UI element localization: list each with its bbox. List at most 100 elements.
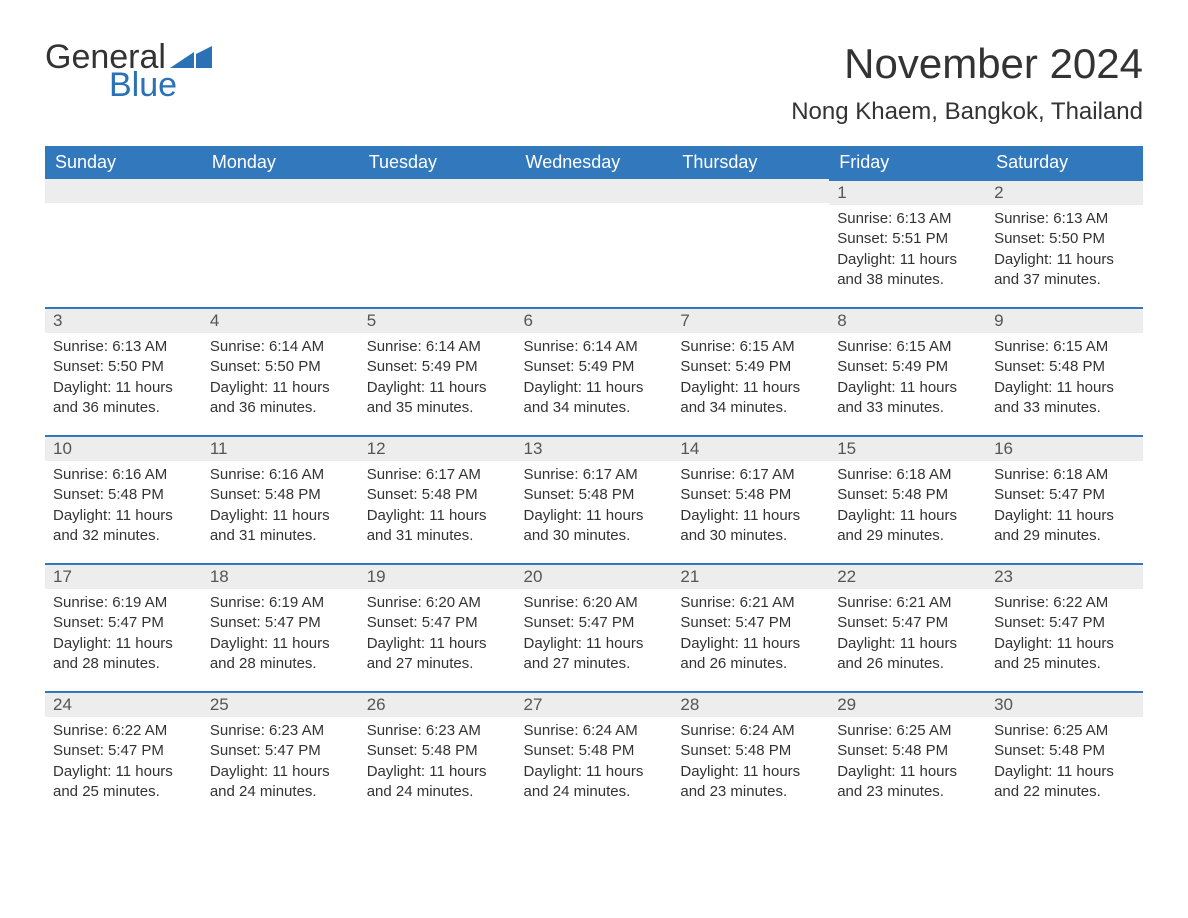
daylight-text: Daylight: 11 hours and 27 minutes. xyxy=(524,634,665,675)
day-number: 5 xyxy=(359,307,516,333)
sunrise-text: Sunrise: 6:14 AM xyxy=(524,337,665,357)
empty-day-bar xyxy=(359,179,516,203)
sunset-text: Sunset: 5:47 PM xyxy=(367,613,508,633)
day-number: 21 xyxy=(672,563,829,589)
day-number: 12 xyxy=(359,435,516,461)
calendar-day-cell xyxy=(516,179,673,307)
calendar-day-cell: 21Sunrise: 6:21 AMSunset: 5:47 PMDayligh… xyxy=(672,563,829,691)
sunrise-text: Sunrise: 6:16 AM xyxy=(210,465,351,485)
day-details: Sunrise: 6:15 AMSunset: 5:49 PMDaylight:… xyxy=(672,333,829,428)
sunrise-text: Sunrise: 6:20 AM xyxy=(524,593,665,613)
day-number: 28 xyxy=(672,691,829,717)
day-details: Sunrise: 6:15 AMSunset: 5:48 PMDaylight:… xyxy=(986,333,1143,428)
calendar-day-cell: 10Sunrise: 6:16 AMSunset: 5:48 PMDayligh… xyxy=(45,435,202,563)
day-details: Sunrise: 6:14 AMSunset: 5:50 PMDaylight:… xyxy=(202,333,359,428)
sunset-text: Sunset: 5:48 PM xyxy=(53,485,194,505)
day-details: Sunrise: 6:20 AMSunset: 5:47 PMDaylight:… xyxy=(359,589,516,684)
sunrise-text: Sunrise: 6:16 AM xyxy=(53,465,194,485)
sunset-text: Sunset: 5:47 PM xyxy=(210,613,351,633)
weekday-header: Friday xyxy=(829,146,986,179)
sunset-text: Sunset: 5:47 PM xyxy=(680,613,821,633)
sunset-text: Sunset: 5:48 PM xyxy=(367,741,508,761)
calendar-day-cell: 4Sunrise: 6:14 AMSunset: 5:50 PMDaylight… xyxy=(202,307,359,435)
daylight-text: Daylight: 11 hours and 25 minutes. xyxy=(53,762,194,803)
daylight-text: Daylight: 11 hours and 36 minutes. xyxy=(53,378,194,419)
calendar-table: Sunday Monday Tuesday Wednesday Thursday… xyxy=(45,146,1143,819)
day-details: Sunrise: 6:17 AMSunset: 5:48 PMDaylight:… xyxy=(672,461,829,556)
daylight-text: Daylight: 11 hours and 35 minutes. xyxy=(367,378,508,419)
calendar-day-cell: 24Sunrise: 6:22 AMSunset: 5:47 PMDayligh… xyxy=(45,691,202,819)
daylight-text: Daylight: 11 hours and 23 minutes. xyxy=(680,762,821,803)
calendar-day-cell: 17Sunrise: 6:19 AMSunset: 5:47 PMDayligh… xyxy=(45,563,202,691)
day-details: Sunrise: 6:20 AMSunset: 5:47 PMDaylight:… xyxy=(516,589,673,684)
sunset-text: Sunset: 5:50 PM xyxy=(994,229,1135,249)
logo-text-blue: Blue xyxy=(109,68,212,102)
sunset-text: Sunset: 5:48 PM xyxy=(680,485,821,505)
daylight-text: Daylight: 11 hours and 27 minutes. xyxy=(367,634,508,675)
calendar-day-cell: 3Sunrise: 6:13 AMSunset: 5:50 PMDaylight… xyxy=(45,307,202,435)
sunset-text: Sunset: 5:47 PM xyxy=(994,485,1135,505)
sunset-text: Sunset: 5:47 PM xyxy=(53,613,194,633)
day-details: Sunrise: 6:24 AMSunset: 5:48 PMDaylight:… xyxy=(672,717,829,812)
calendar-day-cell: 12Sunrise: 6:17 AMSunset: 5:48 PMDayligh… xyxy=(359,435,516,563)
month-title: November 2024 xyxy=(791,40,1143,88)
sunrise-text: Sunrise: 6:15 AM xyxy=(837,337,978,357)
day-details: Sunrise: 6:14 AMSunset: 5:49 PMDaylight:… xyxy=(516,333,673,428)
weekday-header: Monday xyxy=(202,146,359,179)
sunrise-text: Sunrise: 6:15 AM xyxy=(680,337,821,357)
sunset-text: Sunset: 5:49 PM xyxy=(367,357,508,377)
day-details: Sunrise: 6:25 AMSunset: 5:48 PMDaylight:… xyxy=(829,717,986,812)
daylight-text: Daylight: 11 hours and 29 minutes. xyxy=(837,506,978,547)
sunset-text: Sunset: 5:49 PM xyxy=(524,357,665,377)
day-number: 22 xyxy=(829,563,986,589)
sunset-text: Sunset: 5:48 PM xyxy=(524,485,665,505)
daylight-text: Daylight: 11 hours and 34 minutes. xyxy=(524,378,665,419)
day-number: 29 xyxy=(829,691,986,717)
day-number: 11 xyxy=(202,435,359,461)
day-details: Sunrise: 6:19 AMSunset: 5:47 PMDaylight:… xyxy=(202,589,359,684)
sunset-text: Sunset: 5:48 PM xyxy=(210,485,351,505)
sunset-text: Sunset: 5:48 PM xyxy=(994,357,1135,377)
page-header: General Blue November 2024 Nong Khaem, B… xyxy=(45,40,1143,138)
weekday-header: Tuesday xyxy=(359,146,516,179)
calendar-week-row: 24Sunrise: 6:22 AMSunset: 5:47 PMDayligh… xyxy=(45,691,1143,819)
calendar-day-cell: 22Sunrise: 6:21 AMSunset: 5:47 PMDayligh… xyxy=(829,563,986,691)
sunrise-text: Sunrise: 6:22 AM xyxy=(994,593,1135,613)
daylight-text: Daylight: 11 hours and 24 minutes. xyxy=(524,762,665,803)
calendar-day-cell xyxy=(202,179,359,307)
sunset-text: Sunset: 5:47 PM xyxy=(524,613,665,633)
daylight-text: Daylight: 11 hours and 33 minutes. xyxy=(837,378,978,419)
empty-day-bar xyxy=(516,179,673,203)
day-number: 6 xyxy=(516,307,673,333)
day-number: 8 xyxy=(829,307,986,333)
day-details: Sunrise: 6:16 AMSunset: 5:48 PMDaylight:… xyxy=(45,461,202,556)
day-number: 15 xyxy=(829,435,986,461)
sunset-text: Sunset: 5:48 PM xyxy=(367,485,508,505)
day-number: 1 xyxy=(829,179,986,205)
calendar-day-cell: 13Sunrise: 6:17 AMSunset: 5:48 PMDayligh… xyxy=(516,435,673,563)
sunrise-text: Sunrise: 6:24 AM xyxy=(524,721,665,741)
sunset-text: Sunset: 5:48 PM xyxy=(837,741,978,761)
daylight-text: Daylight: 11 hours and 24 minutes. xyxy=(367,762,508,803)
calendar-day-cell xyxy=(359,179,516,307)
sunrise-text: Sunrise: 6:13 AM xyxy=(837,209,978,229)
calendar-day-cell: 26Sunrise: 6:23 AMSunset: 5:48 PMDayligh… xyxy=(359,691,516,819)
day-number: 14 xyxy=(672,435,829,461)
calendar-day-cell: 8Sunrise: 6:15 AMSunset: 5:49 PMDaylight… xyxy=(829,307,986,435)
sunset-text: Sunset: 5:47 PM xyxy=(994,613,1135,633)
day-details: Sunrise: 6:23 AMSunset: 5:48 PMDaylight:… xyxy=(359,717,516,812)
day-details: Sunrise: 6:13 AMSunset: 5:50 PMDaylight:… xyxy=(986,205,1143,300)
sunset-text: Sunset: 5:48 PM xyxy=(680,741,821,761)
sunrise-text: Sunrise: 6:18 AM xyxy=(994,465,1135,485)
day-details: Sunrise: 6:14 AMSunset: 5:49 PMDaylight:… xyxy=(359,333,516,428)
sunrise-text: Sunrise: 6:17 AM xyxy=(680,465,821,485)
day-details: Sunrise: 6:18 AMSunset: 5:48 PMDaylight:… xyxy=(829,461,986,556)
sunrise-text: Sunrise: 6:19 AM xyxy=(53,593,194,613)
daylight-text: Daylight: 11 hours and 26 minutes. xyxy=(680,634,821,675)
day-details: Sunrise: 6:18 AMSunset: 5:47 PMDaylight:… xyxy=(986,461,1143,556)
day-number: 9 xyxy=(986,307,1143,333)
daylight-text: Daylight: 11 hours and 32 minutes. xyxy=(53,506,194,547)
day-details: Sunrise: 6:17 AMSunset: 5:48 PMDaylight:… xyxy=(359,461,516,556)
calendar-day-cell: 25Sunrise: 6:23 AMSunset: 5:47 PMDayligh… xyxy=(202,691,359,819)
empty-day-bar xyxy=(202,179,359,203)
